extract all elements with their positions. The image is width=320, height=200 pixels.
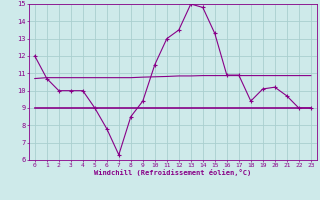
X-axis label: Windchill (Refroidissement éolien,°C): Windchill (Refroidissement éolien,°C) (94, 169, 252, 176)
